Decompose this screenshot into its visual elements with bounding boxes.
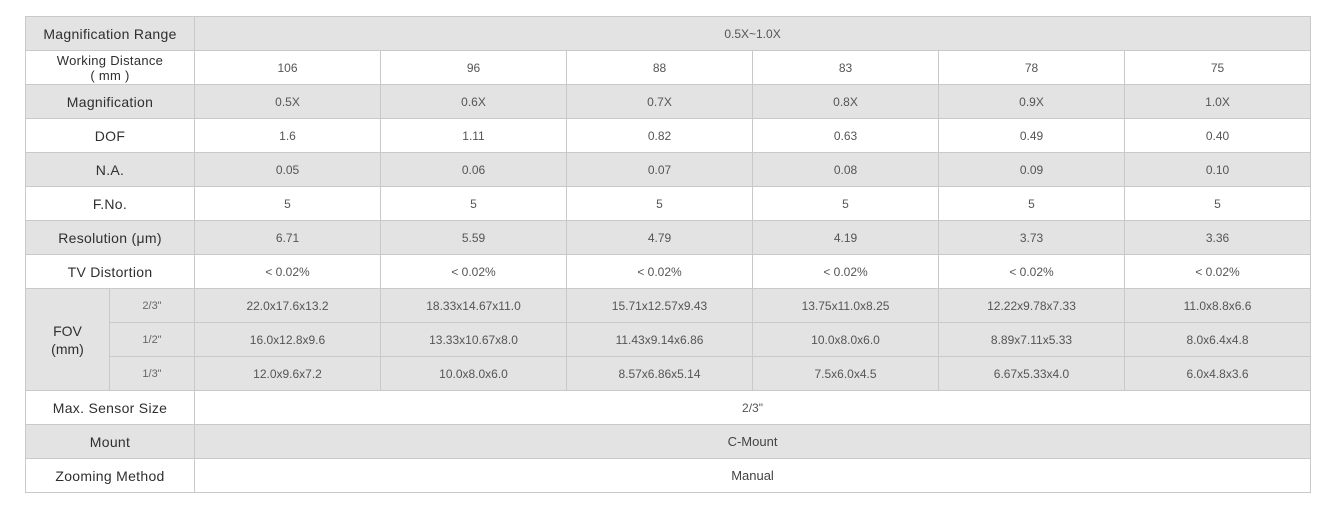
row-zooming-method: Zooming Method Manual bbox=[25, 458, 1312, 493]
fov-cell: 6.0x4.8x3.6 bbox=[1123, 356, 1312, 391]
fov-cell: 6.67x5.33x4.0 bbox=[938, 356, 1125, 391]
row-fov-1-2: 1/2" 16.0x12.8x9.6 13.33x10.67x8.0 11.43… bbox=[26, 322, 1312, 357]
working-distance-label: Working Distance( mm ) bbox=[25, 50, 195, 85]
working-distance-label-line1: Working Distance bbox=[56, 52, 164, 68]
fno-label: F.No. bbox=[25, 186, 195, 221]
row-fov-2-3: FOV (mm) 2/3" 22.0x17.6x13.2 18.33x14.67x… bbox=[25, 288, 1312, 391]
fno-cell: 5 bbox=[380, 186, 567, 221]
fov-cell: 11.43x9.14x6.86 bbox=[566, 322, 753, 357]
resolution-cell: 6.71 bbox=[194, 220, 381, 255]
magnification-cell: 0.7X bbox=[566, 84, 753, 119]
fno-cell: 5 bbox=[194, 186, 381, 221]
tv-distortion-label: TV Distortion bbox=[25, 254, 195, 289]
fov-cell: 12.0x9.6x7.2 bbox=[194, 356, 381, 391]
working-distance-cell: 78 bbox=[938, 50, 1125, 85]
na-cell: 0.10 bbox=[1123, 152, 1312, 187]
working-distance-cell: 96 bbox=[380, 50, 567, 85]
row-magnification: Magnification 0.5X 0.6X 0.7X 0.8X 0.9X 1… bbox=[25, 84, 1312, 119]
tv-distortion-cell: < 0.02% bbox=[194, 254, 381, 289]
dof-cell: 0.82 bbox=[566, 118, 753, 153]
spec-table-container: Magnification Range 0.5X~1.0X Working Di… bbox=[25, 16, 1312, 493]
fov-cell: 8.57x6.86x5.14 bbox=[566, 356, 753, 391]
fov-cell: 13.75x11.0x8.25 bbox=[752, 288, 939, 323]
fno-cell: 5 bbox=[1123, 186, 1312, 221]
row-resolution: Resolution (μm) 6.71 5.59 4.79 4.19 3.73… bbox=[25, 220, 1312, 255]
resolution-cell: 3.73 bbox=[938, 220, 1125, 255]
row-fno: F.No. 5 5 5 5 5 5 bbox=[25, 186, 1312, 221]
magnification-cell: 0.6X bbox=[380, 84, 567, 119]
magnification-label: Magnification bbox=[25, 84, 195, 119]
working-distance-label-line2: ( mm ) bbox=[90, 67, 130, 83]
mount-label: Mount bbox=[25, 424, 195, 459]
fov-cell: 10.0x8.0x6.0 bbox=[380, 356, 567, 391]
tv-distortion-cell: < 0.02% bbox=[1123, 254, 1312, 289]
row-magnification-range: Magnification Range 0.5X~1.0X bbox=[25, 16, 1312, 51]
na-cell: 0.08 bbox=[752, 152, 939, 187]
row-na: N.A. 0.05 0.06 0.07 0.08 0.09 0.10 bbox=[25, 152, 1312, 187]
row-max-sensor-size: Max. Sensor Size 2/3" bbox=[25, 390, 1312, 425]
row-tv-distortion: TV Distortion < 0.02% < 0.02% < 0.02% < … bbox=[25, 254, 1312, 289]
resolution-cell: 4.19 bbox=[752, 220, 939, 255]
dof-cell: 1.11 bbox=[380, 118, 567, 153]
dof-cell: 1.6 bbox=[194, 118, 381, 153]
fov-cell: 22.0x17.6x13.2 bbox=[194, 288, 381, 323]
working-distance-cell: 83 bbox=[752, 50, 939, 85]
dof-cell: 0.63 bbox=[752, 118, 939, 153]
fov-cell: 8.89x7.11x5.33 bbox=[938, 322, 1125, 357]
max-sensor-size-label: Max. Sensor Size bbox=[25, 390, 195, 425]
tv-distortion-cell: < 0.02% bbox=[752, 254, 939, 289]
dof-cell: 0.49 bbox=[938, 118, 1125, 153]
tv-distortion-cell: < 0.02% bbox=[380, 254, 567, 289]
na-cell: 0.06 bbox=[380, 152, 567, 187]
fov-cell: 15.71x12.57x9.43 bbox=[566, 288, 753, 323]
magnification-cell: 0.9X bbox=[938, 84, 1125, 119]
fno-cell: 5 bbox=[938, 186, 1125, 221]
magnification-cell: 0.5X bbox=[194, 84, 381, 119]
fov-label: FOV (mm) bbox=[25, 288, 110, 391]
fov-cell: 11.0x8.8x6.6 bbox=[1123, 288, 1312, 323]
fov-cell: 7.5x6.0x4.5 bbox=[752, 356, 939, 391]
magnification-range-label: Magnification Range bbox=[25, 16, 195, 51]
zooming-method-value: Manual bbox=[193, 458, 1312, 493]
fov-label-line1: FOV bbox=[53, 322, 82, 339]
tv-distortion-cell: < 0.02% bbox=[566, 254, 753, 289]
fov-sensor-label: 1/3" bbox=[109, 356, 195, 391]
resolution-cell: 3.36 bbox=[1123, 220, 1312, 255]
magnification-cell: 0.8X bbox=[752, 84, 939, 119]
fov-label-line2: (mm) bbox=[51, 340, 84, 357]
resolution-label: Resolution (μm) bbox=[25, 220, 195, 255]
row-working-distance: Working Distance( mm ) 106 96 88 83 78 7… bbox=[25, 50, 1312, 85]
max-sensor-size-value: 2/3" bbox=[193, 390, 1312, 425]
row-dof: DOF 1.6 1.11 0.82 0.63 0.49 0.40 bbox=[25, 118, 1312, 153]
dof-label: DOF bbox=[25, 118, 195, 153]
resolution-cell: 4.79 bbox=[566, 220, 753, 255]
fno-cell: 5 bbox=[752, 186, 939, 221]
fov-cell: 16.0x12.8x9.6 bbox=[194, 322, 381, 357]
na-cell: 0.09 bbox=[938, 152, 1125, 187]
fov-cell: 10.0x8.0x6.0 bbox=[752, 322, 939, 357]
na-cell: 0.07 bbox=[566, 152, 753, 187]
working-distance-cell: 106 bbox=[194, 50, 381, 85]
zooming-method-label: Zooming Method bbox=[25, 458, 195, 493]
magnification-range-value: 0.5X~1.0X bbox=[193, 16, 1312, 51]
dof-cell: 0.40 bbox=[1123, 118, 1312, 153]
resolution-cell: 5.59 bbox=[380, 220, 567, 255]
fov-sensor-label: 2/3" bbox=[109, 288, 195, 323]
row-fov-1-3: 1/3" 12.0x9.6x7.2 10.0x8.0x6.0 8.57x6.86… bbox=[26, 356, 1312, 391]
fov-cell: 18.33x14.67x11.0 bbox=[380, 288, 567, 323]
na-label: N.A. bbox=[25, 152, 195, 187]
na-cell: 0.05 bbox=[194, 152, 381, 187]
row-mount: Mount C-Mount bbox=[25, 424, 1312, 459]
fov-sensor-label: 1/2" bbox=[109, 322, 195, 357]
tv-distortion-cell: < 0.02% bbox=[938, 254, 1125, 289]
mount-value: C-Mount bbox=[193, 424, 1312, 459]
fov-cell: 8.0x6.4x4.8 bbox=[1123, 322, 1312, 357]
working-distance-cell: 88 bbox=[566, 50, 753, 85]
magnification-cell: 1.0X bbox=[1123, 84, 1312, 119]
fno-cell: 5 bbox=[566, 186, 753, 221]
lens-spec-table: Magnification Range 0.5X~1.0X Working Di… bbox=[25, 16, 1312, 493]
fov-cell: 13.33x10.67x8.0 bbox=[380, 322, 567, 357]
working-distance-cell: 75 bbox=[1123, 50, 1312, 85]
fov-cell: 12.22x9.78x7.33 bbox=[938, 288, 1125, 323]
